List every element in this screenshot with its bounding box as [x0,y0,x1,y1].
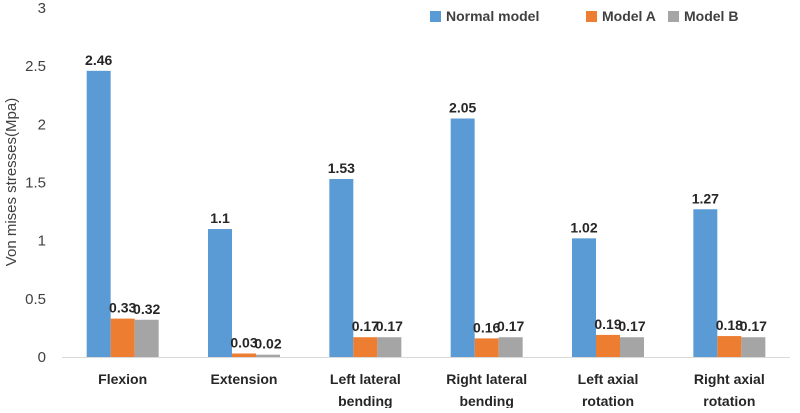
x-category-label-1: Extension [211,371,278,387]
data-labels: 2.460.330.321.10.030.021.530.170.172.050… [85,52,767,352]
data-label: 2.46 [85,52,112,68]
bar [353,337,378,357]
x-category-label-line: Right axial [694,371,765,387]
x-category-label-5: Right axial rotation [694,371,765,408]
y-tick-label-2: 1 [38,233,46,250]
y-axis-title: Von mises stresses(Mpa) [3,98,20,266]
bars [86,70,766,358]
x-category-label-line: Right lateral [446,371,527,387]
legend-label: Model B [684,8,738,24]
data-label: 0.33 [109,300,136,316]
data-label: 1.1 [210,210,230,226]
bar [620,337,644,357]
data-label: 0.02 [254,336,281,352]
x-category-label-line: Left axial [578,371,639,387]
data-label: 0.17 [352,318,379,334]
x-category-label-line: Flexion [98,371,147,387]
bar [572,238,596,357]
data-label: 2.05 [449,100,476,116]
bar [329,179,354,357]
x-category-label-line: bending [338,393,392,408]
legend-label: Normal model [446,8,539,24]
data-label: 1.27 [692,190,719,206]
data-label: 0.17 [376,318,403,334]
data-label: 1.02 [570,219,597,235]
data-label: 1.53 [328,160,355,176]
legend-swatch [430,11,441,22]
x-category-label-line: bending [459,393,513,408]
y-tick-label-3: 1.5 [25,175,46,192]
data-label: 0.18 [716,317,743,333]
bar [232,353,256,357]
legend-label: Model A [602,8,656,24]
bar [474,338,499,357]
x-category-label-2: Left lateral bending [330,371,401,408]
bar [498,337,523,357]
data-label: 0.17 [618,318,645,334]
y-tick-label-4: 2 [38,116,46,133]
legend-swatch [586,11,597,22]
data-label: 0.32 [133,301,160,317]
bar [208,229,232,357]
data-label: 0.17 [740,318,767,334]
legend: Normal model Model A Model B [430,8,738,24]
bar [86,70,111,357]
bar [693,209,718,357]
x-category-label-line: rotation [582,393,634,408]
data-label: 0.19 [594,316,621,332]
x-category-label-line: rotation [703,393,755,408]
y-tick-label-1: 0.5 [25,291,46,308]
x-category-label-0: Flexion [98,371,147,387]
x-category-label-4: Left axial rotation [578,371,639,408]
bar [741,337,766,357]
bar [134,319,159,357]
data-label: 0.17 [497,318,524,334]
y-tick-label-5: 2.5 [25,58,46,75]
y-tick-label-6: 3 [38,0,46,17]
data-label: 0.03 [230,335,257,351]
data-label: 0.16 [473,319,500,335]
legend-swatch [668,11,679,22]
bar [256,354,280,357]
bar [110,318,135,357]
bar [596,334,620,357]
bar [377,337,402,357]
axes: 0 0.5 1 1.5 2 2.5 3 Flexion Extension Left latera… [25,0,790,409]
y-tick-label-0: 0 [38,349,46,366]
x-category-label-line: Left lateral [330,371,401,387]
bar [717,336,742,357]
x-category-label-3: Right lateral bending [446,371,527,408]
x-category-label-line: Extension [211,371,278,387]
bar [450,118,475,358]
